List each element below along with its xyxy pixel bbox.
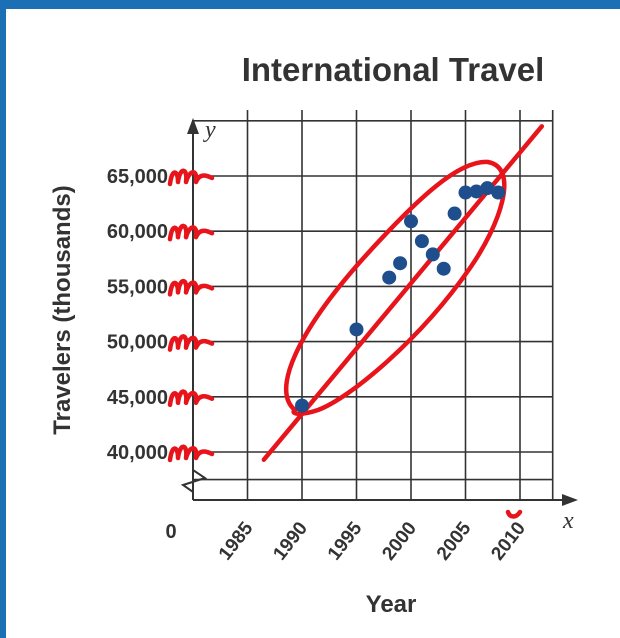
data-point [491, 185, 506, 200]
annotation-ellipse [284, 159, 507, 416]
red-annotations [167, 124, 545, 519]
chart-title: International Travel [242, 51, 545, 88]
data-point [480, 181, 495, 196]
x-axis-title: Year [366, 591, 417, 618]
x-tick-label: 1985 [215, 518, 258, 565]
x-tick-label: 2005 [433, 518, 476, 565]
y-tick-label: 40,000 [107, 442, 168, 464]
x-tick-labels: 1985 1990 1995 2000 2005 2010 [215, 518, 530, 565]
data-point [349, 322, 364, 337]
x-tick-label: 2000 [378, 518, 421, 564]
axes [180, 118, 578, 506]
window-frame-left [0, 0, 6, 638]
line-of-fit [261, 124, 545, 462]
data-point [425, 247, 440, 262]
data-points [295, 181, 506, 413]
data-point [295, 398, 309, 413]
red-scribble [167, 223, 215, 242]
x-tick-label: 2010 [487, 518, 530, 564]
x-axis-variable: x [562, 508, 574, 534]
x-tick-label: 1995 [324, 518, 367, 565]
x-tick-label: 1990 [269, 518, 312, 564]
red-scribble [167, 168, 215, 187]
red-scribble [167, 334, 215, 352]
y-tick-label: 65,000 [107, 166, 168, 188]
data-point [436, 261, 451, 276]
data-point [469, 184, 484, 199]
red-scribble [167, 278, 215, 297]
red-scribble [167, 444, 215, 463]
y-tick-labels: 40,000 45,000 50,000 55,000 60,000 65,000 [107, 166, 168, 464]
y-axis-title: Travelers (thousands) [49, 185, 76, 434]
data-point [404, 214, 418, 229]
red-scribble [167, 389, 215, 408]
window-frame-top [0, 0, 620, 9]
y-axis [180, 120, 208, 500]
data-point [393, 256, 408, 271]
data-point [447, 206, 462, 221]
y-tick-label: 60,000 [107, 221, 168, 243]
origin-label: 0 [165, 521, 176, 543]
y-tick-label: 55,000 [107, 276, 168, 298]
data-point [458, 185, 473, 200]
y-axis-variable: y [203, 117, 216, 143]
red-mark [505, 509, 523, 519]
data-point [414, 234, 429, 249]
data-point [382, 270, 397, 285]
x-axis-arrow [562, 494, 578, 506]
y-tick-label: 50,000 [107, 332, 168, 354]
y-tick-label: 45,000 [107, 387, 168, 409]
y-axis-arrow [187, 118, 199, 134]
